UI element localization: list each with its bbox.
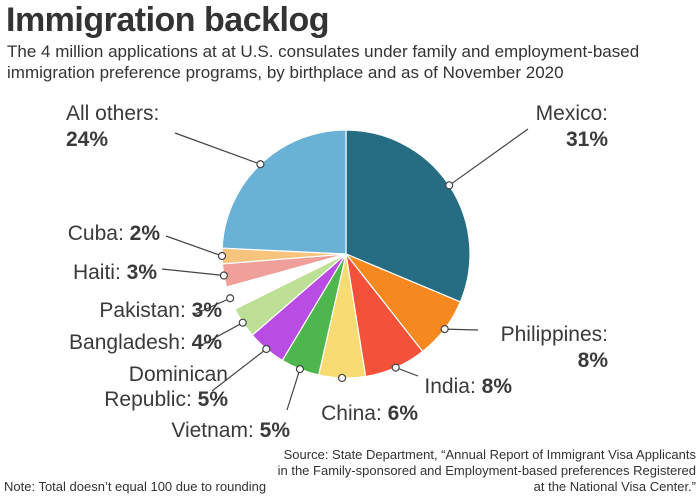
slice-label-dominican-republic: Dominican Republic: 5% — [104, 363, 228, 411]
leader-dot — [445, 181, 454, 190]
source-credit: Source: State Department, “Annual Report… — [277, 447, 696, 494]
leader-dot — [295, 365, 305, 374]
pie-slice-all-others — [221, 129, 347, 255]
slice-label-india: India: 8% — [424, 375, 512, 398]
leader-dot — [262, 344, 271, 354]
leader-line — [174, 132, 261, 165]
leader-dot — [226, 294, 235, 303]
slice-label-cuba: Cuba: 2% — [68, 222, 161, 245]
slice-label-vietnam: Vietnam: 5% — [171, 419, 290, 442]
leader-line — [286, 368, 301, 411]
leader-line — [161, 268, 224, 277]
leader-line — [444, 328, 479, 331]
leader-dot — [217, 251, 227, 261]
leader-dot — [440, 324, 449, 334]
leader-dot — [219, 271, 228, 280]
leader-line — [448, 128, 529, 186]
slice-label-philippines: Philippines: 8% — [501, 323, 609, 372]
slice-label-bangladesh: Bangladesh: 4% — [69, 331, 222, 354]
leader-dot — [337, 373, 347, 383]
slice-label-mexico: Mexico: 31% — [536, 102, 609, 151]
chart-title: Immigration backlog — [6, 1, 330, 39]
leader-line — [165, 235, 223, 257]
leader-dot — [256, 160, 265, 169]
leader-lines — [161, 128, 529, 411]
slice-label-haiti: Haiti: 3% — [73, 261, 157, 284]
footnote: Note: Total doesn’t equal 100 due to rou… — [4, 479, 267, 494]
leader-line — [199, 322, 244, 347]
leader-dot — [391, 363, 400, 372]
slice-label-all-others: All others: 24% — [66, 102, 159, 151]
slice-label-china: China: 6% — [321, 402, 418, 425]
chart-subtitle: The 4 million applications at at U.S. co… — [7, 42, 640, 82]
leader-dot — [238, 318, 247, 327]
slice-label-pakistan: Pakistan: 3% — [99, 299, 222, 322]
leader-line — [194, 297, 231, 315]
leader-line — [211, 348, 267, 392]
